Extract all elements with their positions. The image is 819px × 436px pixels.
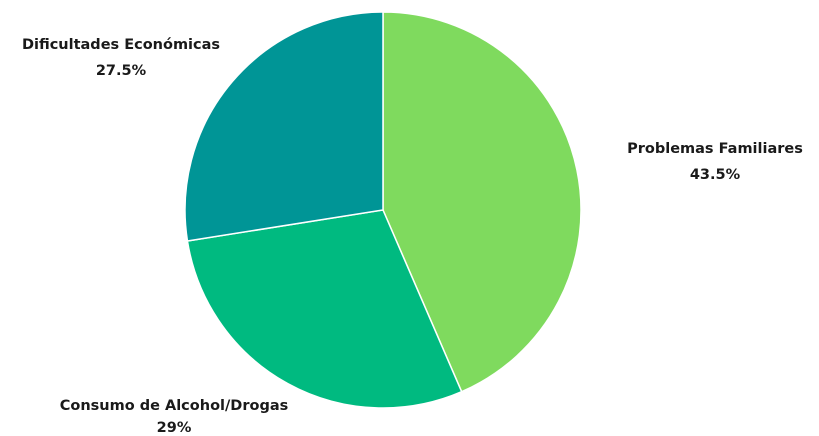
slice-label-dificultades-economicas: Dificultades Económicas — [22, 37, 220, 53]
slice-value-dificultades-economicas: 27.5% — [96, 63, 147, 79]
slice-value-consumo-de-alcohol-drogas: 29% — [157, 420, 192, 436]
pie-labels: Problemas Familiares 43.5% Consumo de Alco… — [22, 37, 803, 436]
slice-value-problemas-familiares: 43.5% — [690, 167, 741, 183]
pie-slices — [184, 11, 582, 409]
pie-slice-problemas-familiares — [382, 11, 582, 393]
slice-label-consumo-de-alcohol-drogas: Consumo de Alcohol/Drogas — [60, 398, 289, 414]
pie-slice-consumo-de-alcohol-drogas — [186, 209, 463, 409]
slice-label-problemas-familiares: Problemas Familiares — [627, 141, 803, 157]
pie-slice-dificultades-economicas — [184, 11, 384, 242]
